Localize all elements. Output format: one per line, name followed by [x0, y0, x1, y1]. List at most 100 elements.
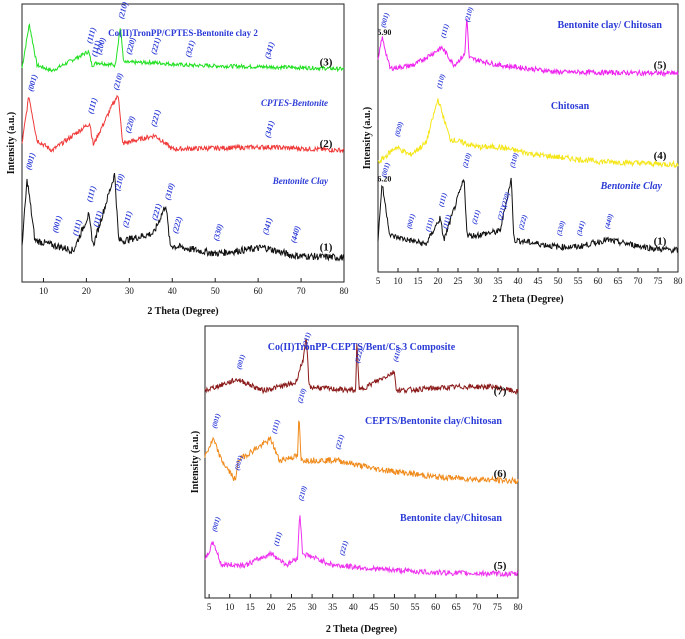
series-line [204, 338, 519, 395]
series-6: CEPTS/Bentonite clay/Chitosan (6) (001) (00… [204, 387, 519, 485]
x-tick-label: 60 [594, 276, 604, 286]
x-tick-label: 40 [168, 286, 178, 296]
peak-label: (222) [353, 347, 365, 364]
y-axis-label: Intensity (a.u.) [6, 112, 17, 175]
series-line [204, 420, 519, 485]
x-tick-label: 65 [614, 276, 624, 286]
series-3: Co(II)TronPP/CPTES-Bentonite clay 2 (3) (1… [21, 0, 345, 73]
x-tick-label: 70 [472, 602, 482, 612]
peak-label: (111) [272, 531, 283, 547]
peak-label: (211) [121, 210, 134, 229]
peak-label: (111) [441, 214, 452, 230]
peak-label: (111) [91, 209, 104, 228]
x-axis-ticks: 10 20 30 40 50 60 70 80 [39, 278, 349, 296]
peak-label: (200) [94, 36, 107, 55]
peak-label: (310) [163, 182, 176, 201]
x-tick-label: 50 [390, 602, 400, 612]
plot-frame [377, 3, 679, 273]
peak-label: (321) [184, 39, 197, 58]
x-tick-label: 20 [434, 276, 444, 286]
series-line [377, 177, 679, 254]
series-1: Bentonite Clay(1)6.20(001)(001) (111)(111… [377, 152, 679, 254]
peak-label: (330) [555, 220, 567, 237]
peak-label: (341) [575, 220, 587, 237]
series-line [21, 22, 345, 73]
x-tick-label: 20 [82, 286, 92, 296]
series-5: Bentonite clay/ Chitosan (5) 5.90(001) (111… [377, 6, 679, 78]
x-tick-label: 65 [452, 602, 462, 612]
x-tick-label: 80 [514, 602, 524, 612]
x-tick-label: 40 [514, 276, 524, 286]
xrd-panel-1: 10 20 30 40 50 60 70 80 2 Theta (Degree) Intensit… [6, 0, 349, 317]
series-index-label: (6) [494, 468, 507, 480]
x-tick-label: 75 [654, 276, 664, 286]
x-axis-label: 2 Theta (Degree) [147, 306, 218, 317]
x-tick-label: 40 [349, 602, 359, 612]
series-5: Bentonite clay/Chitosan (5) (001) (111) (210… [204, 485, 519, 578]
x-tick-label: 10 [394, 276, 404, 286]
series-index-label: (7) [494, 385, 507, 397]
peak-label: (220) [123, 115, 136, 134]
x-tick-label: 80 [340, 286, 350, 296]
series-index-label: (2) [320, 138, 333, 150]
series-title: CPTES-Bentonite [261, 98, 328, 108]
peak-label: (330) [211, 223, 224, 242]
peak-label: (221) [334, 434, 346, 451]
x-tick-label: 50 [554, 276, 564, 286]
x-tick-label: 60 [254, 286, 264, 296]
peak-label: (210) [461, 152, 473, 169]
x-axis-ticks: 5 10 15 20 25 30 35 40 45 50 55 60 65 70 75 80 [376, 268, 683, 286]
series-title: Bentonite clay/ Chitosan [558, 20, 663, 31]
series-1: Bentonite Clay (1) (001) (001) (111) (111) (11… [21, 151, 345, 262]
d-spacing-label: 5.90 [377, 28, 391, 37]
x-tick-label: 5 [207, 602, 212, 612]
peak-label: (111) [85, 185, 98, 204]
peak-label: (001) [24, 151, 37, 170]
series-title: CEPTS/Bentonite clay/Chitosan [365, 416, 502, 427]
series-title: Bentonite Clay [272, 176, 329, 186]
series-title: Bentonite clay/Chitosan [400, 513, 502, 524]
series-line [21, 172, 345, 262]
peak-label: (001) [405, 213, 417, 230]
y-axis-label: Intensity (a.u.) [362, 107, 373, 170]
peak-label: (111) [424, 217, 435, 233]
peak-label: (221) [496, 204, 508, 221]
series-4: Chitosan (4) (020) (110) [377, 73, 679, 169]
x-axis-ticks: 5 10 15 20 25 30 35 40 45 50 55 60 65 70 75 80 [207, 594, 523, 612]
peak-label: (410) [392, 346, 404, 363]
x-tick-label: 10 [225, 602, 235, 612]
peak-label: (001) [380, 162, 392, 179]
peak-label: (001) [210, 413, 222, 430]
x-tick-label: 70 [297, 286, 307, 296]
peak-label: (111) [270, 419, 281, 435]
peak-label: (440) [603, 213, 615, 230]
x-tick-label: 15 [246, 602, 256, 612]
peak-label: (341) [263, 41, 276, 60]
x-tick-label: 75 [493, 602, 503, 612]
peak-label: (221) [150, 202, 163, 221]
x-tick-label: 30 [308, 602, 318, 612]
peak-label: (111) [90, 39, 103, 58]
xrd-panel-2: 5 10 15 20 25 30 35 40 45 50 55 60 65 70 75 80 2 Theta (… [362, 3, 683, 305]
peak-label: (211) [301, 331, 313, 347]
x-tick-label: 20 [266, 602, 276, 612]
peak-label: (222) [517, 214, 529, 231]
series-title: Bentonite Clay [600, 181, 663, 192]
x-tick-label: 45 [534, 276, 544, 286]
series-7: Co(II)TronPP-CEPTS/Bent/Cs 3 Composite (7… [204, 331, 519, 397]
peak-label: (111) [71, 218, 84, 237]
series-index-label: (1) [654, 235, 667, 247]
x-tick-label: 80 [674, 276, 684, 286]
peak-label: (211) [470, 209, 482, 225]
peak-label: (221) [149, 36, 162, 55]
x-tick-label: 60 [431, 602, 441, 612]
d-spacing-label: 6.20 [377, 174, 391, 183]
peak-label: (001) [379, 12, 391, 29]
peak-label: (210) [296, 387, 308, 404]
series-title: Co(II)TronPP-CEPTS/Bent/Cs 3 Composite [268, 342, 456, 353]
peak-label: (001) [235, 354, 247, 371]
series-index-label: (3) [320, 56, 333, 68]
series-title: Co(II)TronPP/CPTES-Bentonite clay 2 [108, 28, 258, 38]
series-line [377, 18, 679, 78]
